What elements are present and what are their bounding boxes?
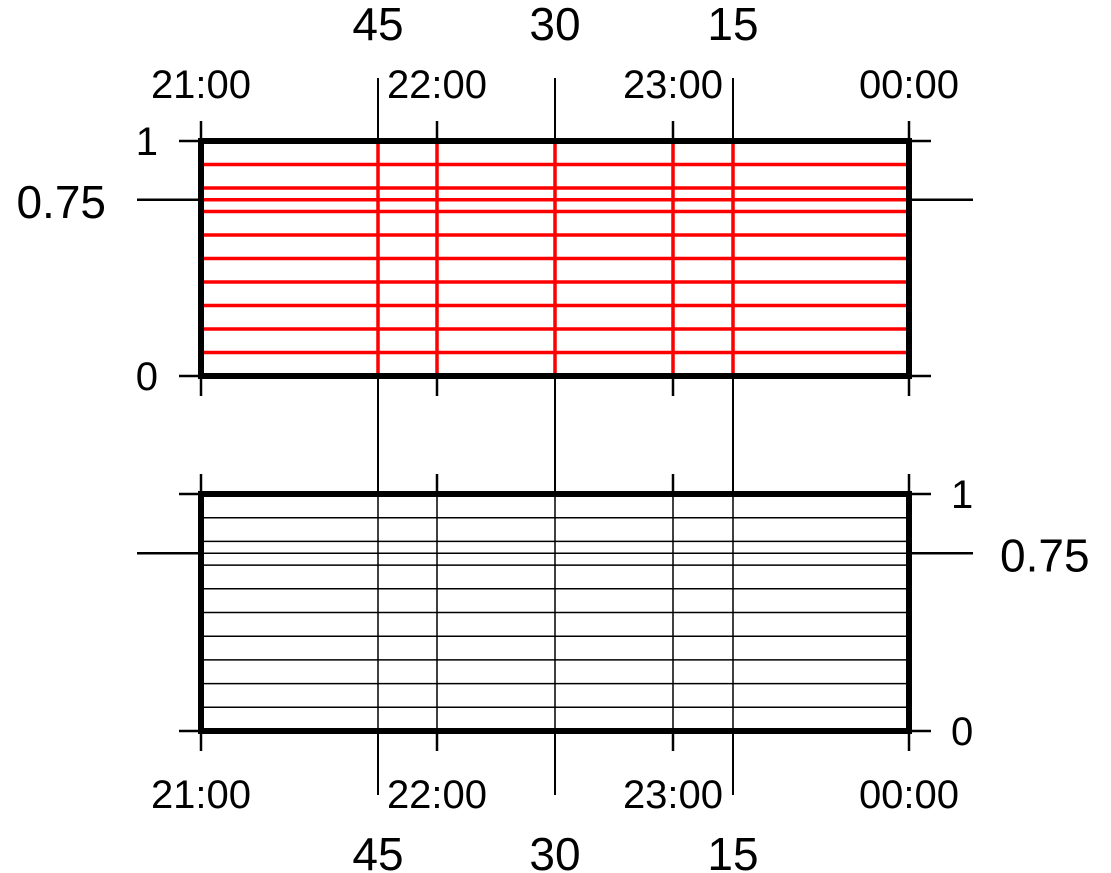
angle-label-top-15: 15 [707,0,758,50]
time-label-top-2300: 23:00 [623,63,723,107]
y-label-bottom-1: 1 [951,473,973,517]
angle-label-bottom-45: 45 [352,828,403,873]
angle-label-top-45: 45 [352,0,403,50]
time-label-bottom-2200: 22:00 [387,773,487,817]
axis-labels: 21:00 22:00 23:00 00:00 45 30 15 1 0 0.75 21:00 22:… [16,0,1089,873]
angle-label-bottom-30: 30 [529,828,580,873]
bottom-panel [137,474,973,751]
top-panel [137,121,973,396]
y-label-bottom-0: 0 [951,710,973,754]
y-label-top-1: 1 [136,120,158,164]
time-label-bottom-2300: 23:00 [623,773,723,817]
y-label-bottom-075: 0.75 [1000,529,1090,581]
angle-connector-lines [377,78,734,795]
time-label-top-2100: 21:00 [151,63,251,107]
y-label-top-0: 0 [136,355,158,399]
y-label-top-075: 0.75 [16,176,106,228]
angle-label-bottom-15: 15 [707,828,758,873]
time-label-top-0000: 00:00 [859,63,959,107]
angle-label-top-30: 30 [529,0,580,50]
time-label-bottom-2100: 21:00 [151,773,251,817]
time-label-top-2200: 22:00 [387,63,487,107]
time-label-bottom-0000: 00:00 [859,773,959,817]
